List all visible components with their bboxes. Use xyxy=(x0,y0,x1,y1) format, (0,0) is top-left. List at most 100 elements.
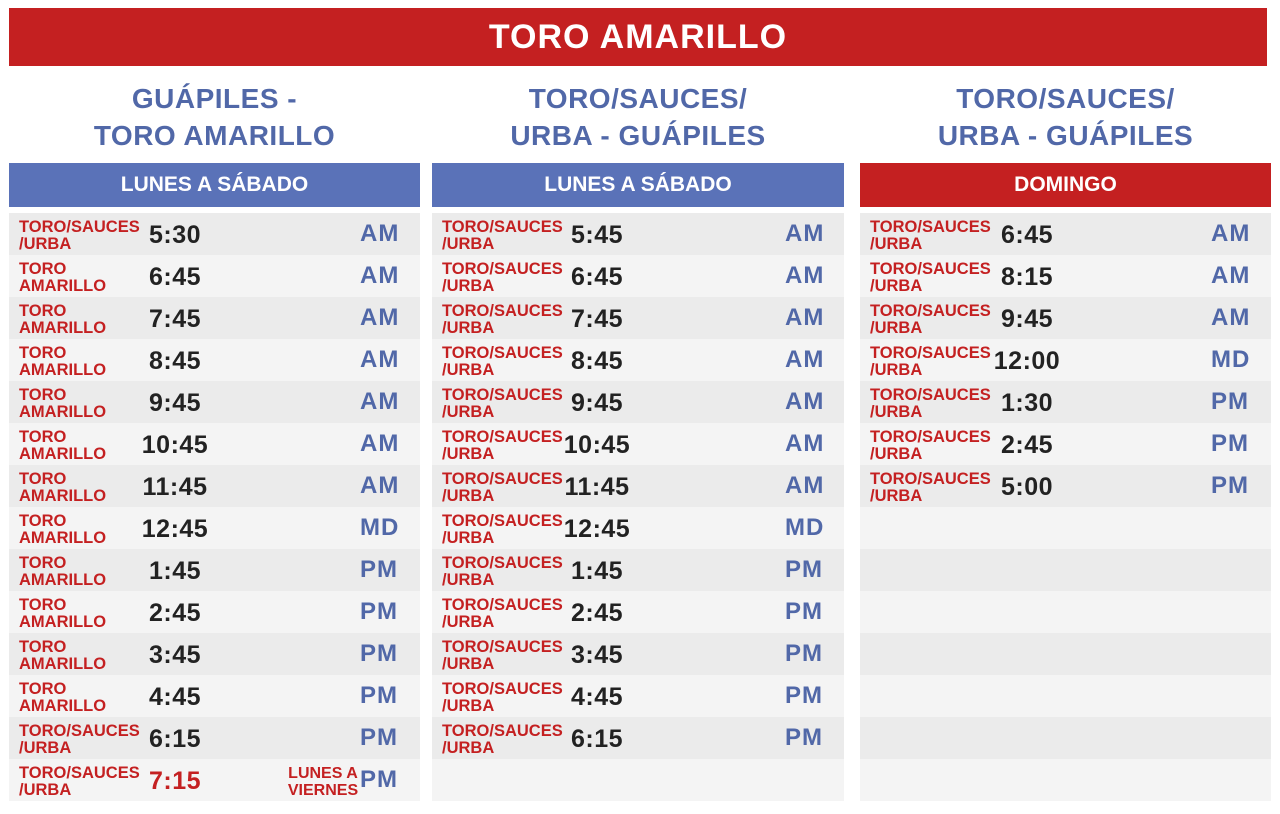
origin-line: TORO/SAUCES xyxy=(442,260,563,278)
origin-line: /URBA xyxy=(870,487,923,505)
empty-row xyxy=(860,675,1271,717)
origin-line: /URBA xyxy=(442,487,495,505)
time-period: AM xyxy=(360,472,400,499)
departure-time: 1:45 xyxy=(570,557,624,585)
origin-line: /URBA xyxy=(442,655,495,673)
service-note: LUNES A VIERNES xyxy=(273,765,373,799)
origin-label: TORO/SAUCES/URBA xyxy=(870,219,1020,253)
origin-line: /URBA xyxy=(442,445,495,463)
origin-label: TORO AMARILLO xyxy=(19,429,169,463)
origin-line: TORO/SAUCES xyxy=(442,638,563,656)
empty-row xyxy=(860,591,1271,633)
origin-line: TORO/SAUCES xyxy=(870,260,991,278)
origin-line: TORO xyxy=(19,260,67,278)
schedule-row: TORO/SAUCES/URBA 6:15 PM xyxy=(9,717,420,759)
route-title-line: TORO/SAUCES/ xyxy=(528,83,748,114)
departure-time: 7:45 xyxy=(570,305,624,333)
origin-label: TORO AMARILLO xyxy=(19,597,169,631)
origin-line: AMARILLO xyxy=(19,445,107,463)
time-period: AM xyxy=(785,220,825,247)
departure-time: 7:15 xyxy=(148,767,202,795)
time-period: PM xyxy=(360,766,398,793)
origin-line: TORO/SAUCES xyxy=(442,512,563,530)
origin-label: TORO AMARILLO xyxy=(19,471,169,505)
origin-label: TORO AMARILLO xyxy=(19,681,169,715)
departure-time: 7:45 xyxy=(148,305,202,333)
day-label: LUNES A SÁBADO xyxy=(544,173,732,196)
departure-time: 6:15 xyxy=(570,725,624,753)
departure-time: 6:15 xyxy=(148,725,202,753)
origin-label: TORO/SAUCES/URBA xyxy=(442,303,592,337)
origin-label: TORO/SAUCES/URBA xyxy=(442,723,592,757)
origin-line: TORO/SAUCES xyxy=(442,302,563,320)
page-title-banner: TORO AMARILLO xyxy=(9,8,1267,66)
origin-line: AMARILLO xyxy=(19,697,107,715)
origin-line: /URBA xyxy=(870,235,923,253)
schedule-table: TORO/SAUCES/URBA 5:45 AM TORO/SAUCES/URBA 6:… xyxy=(432,213,844,801)
schedule-column-toro-guapiles-sunday: DOMINGO TORO/SAUCES/URBA 6:45 AM TORO/SAUCE… xyxy=(860,163,1271,801)
origin-label: TORO AMARILLO xyxy=(19,303,169,337)
schedule-row: TORO AMARILLO 3:45 PM xyxy=(9,633,420,675)
time-period: AM xyxy=(785,388,825,415)
origin-line: TORO/SAUCES xyxy=(442,386,563,404)
day-label: LUNES A SÁBADO xyxy=(120,173,309,196)
route-title-toro-guapiles-sunday: TORO/SAUCES/ URBA - GUÁPILES xyxy=(860,80,1271,154)
departure-time: 1:45 xyxy=(148,557,202,585)
departure-time: 5:30 xyxy=(148,221,202,249)
time-period: PM xyxy=(360,682,398,709)
schedule-row: TORO/SAUCES/URBA 9:45 AM xyxy=(432,381,844,423)
origin-line: TORO xyxy=(19,428,67,446)
origin-line: /URBA xyxy=(442,697,495,715)
origin-label: TORO/SAUCES/URBA xyxy=(442,345,592,379)
time-period: PM xyxy=(360,724,398,751)
schedule-row: TORO/SAUCES/URBA 6:45 AM xyxy=(432,255,844,297)
time-period: AM xyxy=(785,304,825,331)
schedule-row: TORO/SAUCES/URBA 5:00 PM xyxy=(860,465,1271,507)
day-header: LUNES A SÁBADO xyxy=(432,163,844,207)
origin-label: TORO/SAUCES/URBA xyxy=(442,387,592,421)
origin-line: TORO/SAUCES xyxy=(870,302,991,320)
origin-line: TORO xyxy=(19,302,67,320)
origin-line: TORO/SAUCES xyxy=(442,722,563,740)
schedule-table: TORO/SAUCES/URBA 6:45 AM TORO/SAUCES/URBA 8:… xyxy=(860,213,1271,801)
schedule-row: TORO/SAUCES/URBA 2:45 PM xyxy=(860,423,1271,465)
day-header: LUNES A SÁBADO xyxy=(9,163,420,207)
origin-label: TORO/SAUCES/URBA xyxy=(870,387,1020,421)
departure-time: 1:30 xyxy=(1000,389,1054,417)
origin-line: TORO xyxy=(19,554,67,572)
origin-line: TORO/SAUCES xyxy=(442,428,563,446)
schedule-row: TORO AMARILLO 2:45 PM xyxy=(9,591,420,633)
schedule-row: TORO AMARILLO 4:45 PM xyxy=(9,675,420,717)
time-period: PM xyxy=(785,682,823,709)
time-period: AM xyxy=(785,346,825,373)
schedule-row: TORO AMARILLO 6:45 AM xyxy=(9,255,420,297)
route-title-line: URBA - GUÁPILES xyxy=(510,120,766,151)
empty-row xyxy=(860,717,1271,759)
schedule-row: TORO/SAUCES/URBA 5:30 AM xyxy=(9,213,420,255)
empty-row xyxy=(860,507,1271,549)
schedule-row: TORO AMARILLO 10:45 AM xyxy=(9,423,420,465)
schedule-table: TORO/SAUCES/URBA 5:30 AM TORO AMARILLO 6:45 AM… xyxy=(9,213,420,801)
time-period: AM xyxy=(360,430,400,457)
route-title-line: TORO AMARILLO xyxy=(93,120,336,151)
departure-time: 12:45 xyxy=(141,515,209,543)
schedule-row: TORO/SAUCES/URBA 12:00 MD xyxy=(860,339,1271,381)
departure-time: 5:00 xyxy=(1000,473,1054,501)
departure-time: 9:45 xyxy=(570,389,624,417)
departure-time: 6:45 xyxy=(570,263,624,291)
time-period: PM xyxy=(1211,430,1249,457)
departure-time: 11:45 xyxy=(142,473,208,501)
departure-time: 10:45 xyxy=(563,431,631,459)
schedule-row: TORO AMARILLO 11:45 AM xyxy=(9,465,420,507)
origin-line: AMARILLO xyxy=(19,571,107,589)
route-title-guapiles-toro: GUÁPILES - TORO AMARILLO xyxy=(9,80,420,154)
origin-label: TORO/SAUCES/URBA xyxy=(19,765,169,799)
schedule-row: TORO/SAUCES/URBA 2:45 PM xyxy=(432,591,844,633)
schedule-row: TORO/SAUCES/URBA 11:45 AM xyxy=(432,465,844,507)
schedule-row: TORO/SAUCES/URBA 7:15 PM LUNES A VIERNES xyxy=(9,759,420,801)
origin-line: /URBA xyxy=(442,403,495,421)
schedule-column-toro-guapiles-weekday: LUNES A SÁBADO TORO/SAUCES/URBA 5:45 AM TOR… xyxy=(432,163,844,801)
origin-line: /URBA xyxy=(870,277,923,295)
schedule-row: TORO/SAUCES/URBA 4:45 PM xyxy=(432,675,844,717)
departure-time: 9:45 xyxy=(1000,305,1054,333)
